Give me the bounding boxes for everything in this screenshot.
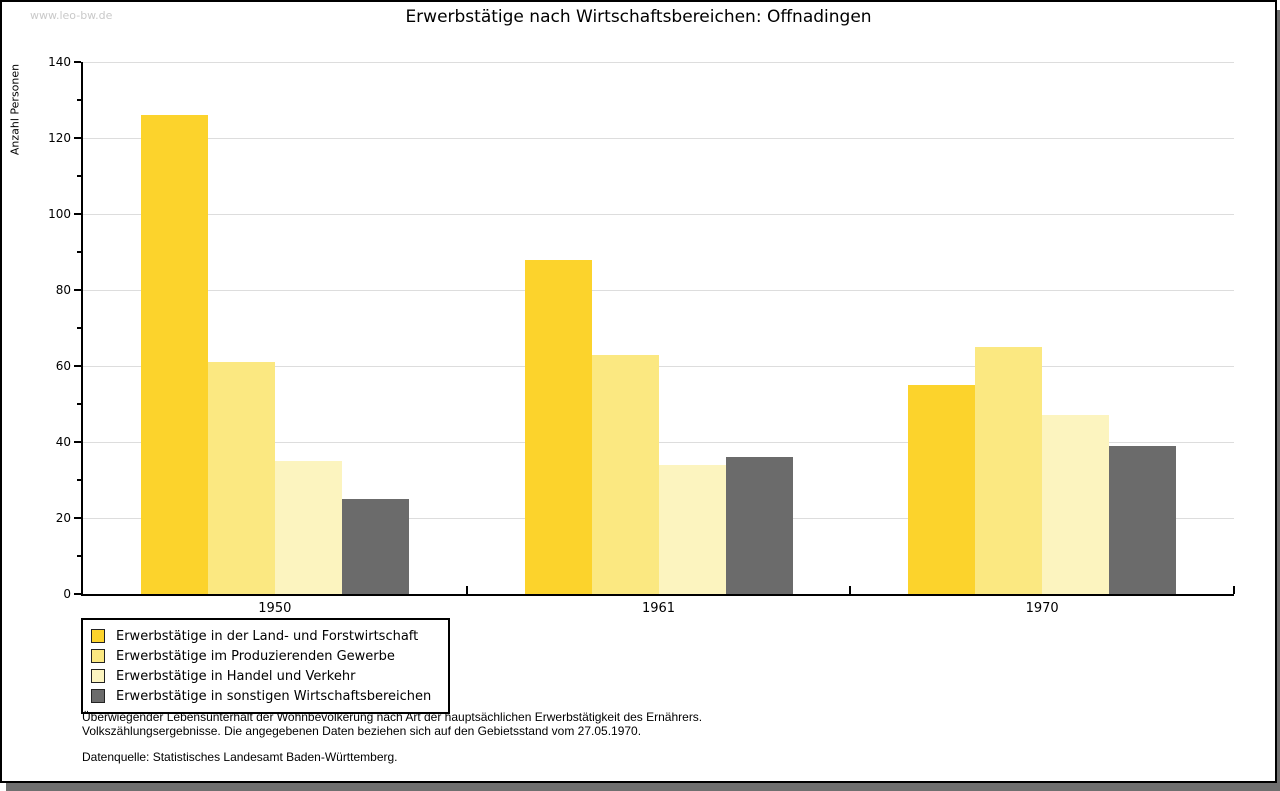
y-tick (77, 327, 81, 329)
x-tick (849, 586, 852, 594)
x-axis-label: 1970 (1025, 601, 1059, 616)
legend-swatch-icon (91, 649, 105, 663)
y-tick (74, 441, 81, 443)
legend-item: Erwerbstätige in sonstigen Wirtschaftsbe… (90, 686, 440, 706)
y-tick (77, 251, 81, 253)
x-tick (465, 586, 468, 594)
y-tick (74, 213, 81, 215)
gridline (83, 62, 1234, 63)
legend-item: Erwerbstätige im Produzierenden Gewerbe (90, 646, 440, 666)
x-axis-label: 1961 (641, 601, 676, 616)
chart-title: Erwerbstätige nach Wirtschaftsbereichen:… (405, 7, 872, 27)
footnote-line-2: Volkszählungsergebnisse. Die angegebenen… (82, 724, 642, 738)
plot-area: 0 20 40 60 80 100 120 140 1950 1961 1970 (48, 55, 1235, 616)
bar (908, 385, 976, 594)
gridline (83, 290, 1234, 291)
y-tick (74, 137, 81, 139)
gridline (83, 214, 1234, 215)
y-tick (74, 365, 81, 367)
gridline (83, 442, 1234, 443)
bar (1042, 415, 1110, 594)
footnotes: Überwiegender Lebensunterhalt der Wohnbe… (82, 710, 702, 764)
legend-label: Erwerbstätige in der Land- und Forstwirt… (116, 628, 419, 644)
y-tick (77, 555, 81, 557)
y-tick-label: 60 (55, 359, 71, 373)
legend: Erwerbstätige in der Land- und Forstwirt… (81, 618, 450, 714)
y-tick (77, 479, 81, 481)
bar (1109, 445, 1177, 594)
y-tick-label: 20 (55, 511, 71, 525)
y-tick-label: 140 (48, 55, 71, 69)
y-tick (74, 517, 81, 519)
legend-label: Erwerbstätige in Handel und Verkehr (116, 668, 356, 684)
y-tick (77, 99, 81, 101)
legend-swatch-icon (91, 629, 105, 643)
datasource-line: Datenquelle: Statistisches Landesamt Bad… (82, 750, 398, 764)
y-tick-label: 80 (55, 283, 71, 297)
bar (274, 461, 342, 594)
y-tick-label: 0 (63, 587, 71, 601)
bar (725, 457, 793, 594)
y-tick (74, 289, 81, 291)
legend-label: Erwerbstätige im Produzierenden Gewerbe (116, 648, 395, 664)
y-tick-label: 40 (55, 435, 71, 449)
legend-swatch-icon (91, 669, 105, 683)
y-tick-label: 120 (48, 131, 71, 145)
legend-label: Erwerbstätige in sonstigen Wirtschaftsbe… (116, 688, 432, 704)
bar (591, 354, 659, 594)
bar (524, 259, 592, 594)
bar (658, 464, 726, 594)
y-tick (74, 61, 81, 63)
y-tick-label: 100 (48, 207, 71, 221)
legend-swatch-icon (91, 689, 105, 703)
y-tick (74, 593, 81, 595)
x-axis-label: 1950 (258, 601, 292, 616)
x-tick (1233, 586, 1235, 594)
legend-item: Erwerbstätige in Handel und Verkehr (90, 666, 440, 686)
bar (975, 347, 1043, 594)
y-tick (77, 175, 81, 177)
watermark: www.leo-bw.de (30, 9, 113, 22)
bar (140, 115, 208, 594)
bar (341, 499, 409, 594)
bar-group (140, 115, 409, 594)
y-tick (77, 403, 81, 405)
legend-item: Erwerbstätige in der Land- und Forstwirt… (90, 626, 440, 646)
bar-group (524, 259, 793, 594)
gridline (83, 366, 1234, 367)
bar (207, 362, 275, 594)
bar-group (908, 347, 1177, 594)
gridline (83, 138, 1234, 139)
footnote-line-1: Überwiegender Lebensunterhalt der Wohnbe… (82, 710, 703, 724)
